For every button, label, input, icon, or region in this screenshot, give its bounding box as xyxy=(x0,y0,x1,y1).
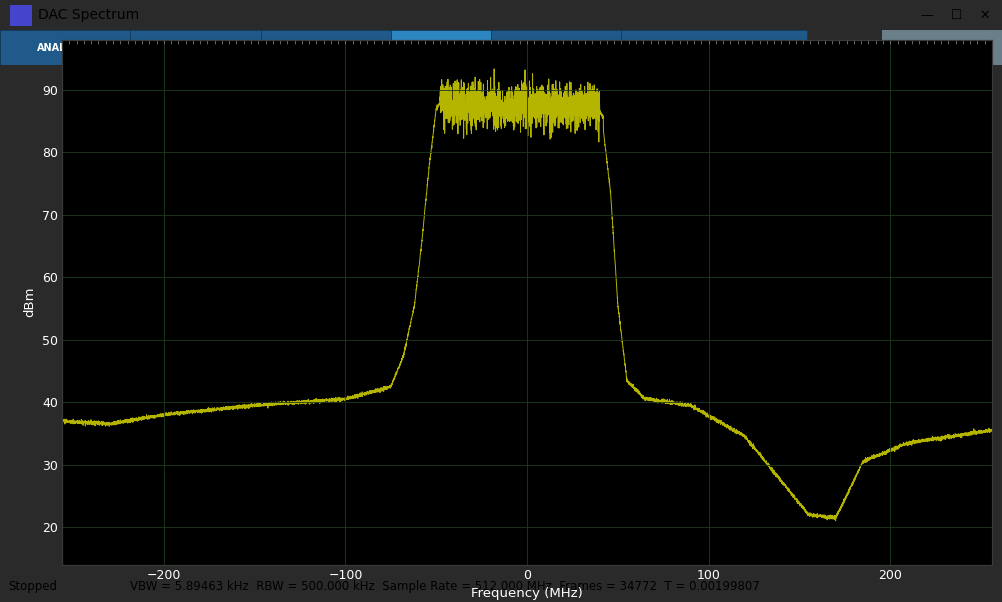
Text: MEASUREMENTS: MEASUREMENTS xyxy=(281,43,371,52)
Bar xyxy=(0,30,130,65)
Bar xyxy=(391,30,491,65)
Bar xyxy=(491,30,621,65)
Text: VBW = 5.89463 kHz  RBW = 500.000 kHz  Sample Rate = 512.000 MHz  Frames = 34772 : VBW = 5.89463 kHz RBW = 500.000 kHz Samp… xyxy=(130,580,760,593)
Text: —: — xyxy=(921,8,933,22)
Text: ▶: ▶ xyxy=(936,40,948,55)
Bar xyxy=(261,30,391,65)
Bar xyxy=(882,30,1002,65)
Text: ANALYZER: ANALYZER xyxy=(37,43,93,52)
Text: ☐: ☐ xyxy=(951,8,963,22)
Text: CHANNEL MEASUREMENTS: CHANNEL MEASUREMENTS xyxy=(640,43,788,52)
Text: ✕: ✕ xyxy=(980,8,990,22)
Text: Stopped: Stopped xyxy=(8,580,57,593)
Bar xyxy=(10,4,32,26)
Bar xyxy=(130,30,261,65)
Text: SPECTRAL MASK: SPECTRAL MASK xyxy=(510,43,602,52)
Bar xyxy=(621,30,807,65)
Y-axis label: dBm: dBm xyxy=(23,287,36,317)
Text: DAC Spectrum: DAC Spectrum xyxy=(38,8,139,22)
Text: SPECTRUM: SPECTRUM xyxy=(411,43,471,52)
X-axis label: Frequency (MHz): Frequency (MHz) xyxy=(471,588,583,600)
Text: ⚙: ⚙ xyxy=(895,40,909,55)
Text: ⋯: ⋯ xyxy=(974,40,990,55)
Text: ESTIMATION: ESTIMATION xyxy=(162,43,228,52)
